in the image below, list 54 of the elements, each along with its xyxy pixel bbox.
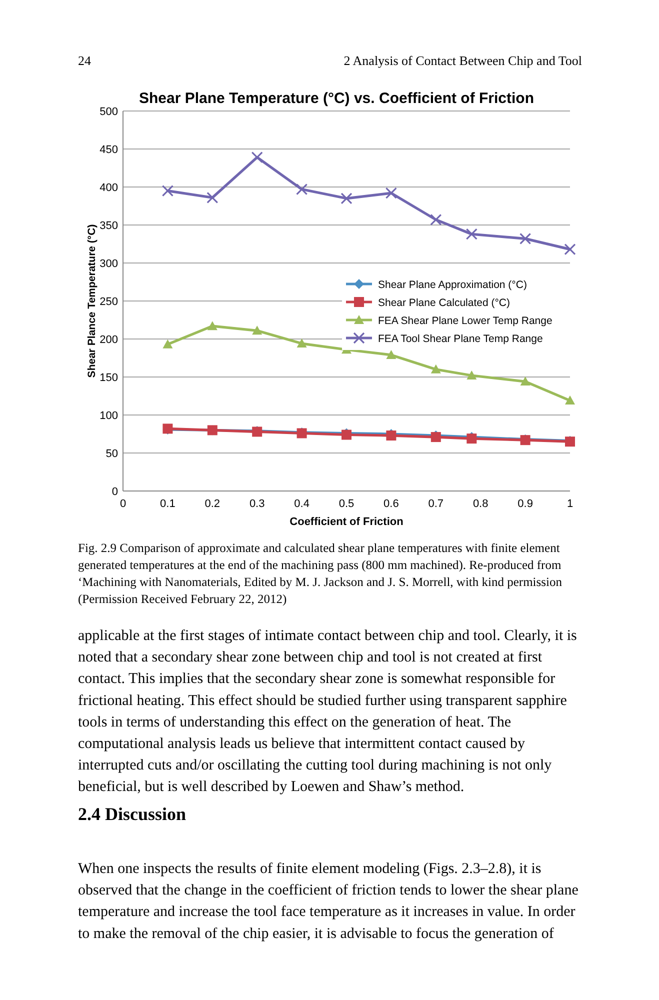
point <box>296 183 308 196</box>
y-tick-label: 250 <box>100 296 118 308</box>
x-tick-label: 0.1 <box>160 498 176 510</box>
text: 2 Analysis of Contact Between Chip and Tool <box>344 53 582 68</box>
x-tick-label: 0.7 <box>428 498 444 510</box>
legend-label: FEA Shear Plane Lower Temp Range <box>378 315 552 327</box>
legend-label: Shear Plane Calculated (°C) <box>378 297 510 309</box>
text: 24 <box>78 53 92 68</box>
point <box>430 364 441 374</box>
x-tick-label: 0.5 <box>338 498 354 510</box>
x-tick-label: 0.9 <box>518 498 533 510</box>
legend-label: FEA Tool Shear Plane Temp Range <box>378 333 543 345</box>
y-tick-label: 100 <box>100 410 118 422</box>
x-tick-label: 0.6 <box>384 498 399 510</box>
chart-title: Shear Plane Temperature (°C) vs. Coefficient of Friction <box>139 90 534 107</box>
text: applicable at the first stages of intimate contact between chip and tool. Clearly, it is noted that a secondary shear zone between chip and tool is not created at first contact. This implies that the secondary shear zone is somewhat responsible for frictional heating. This effect should be studied further using transparent sapphire tools in terms of understanding this effect on the generation of heat. The computational analysis leads us believe that intermittent contact caused by interrupted cuts and/or oscillating the cutting tool during machining is not only beneficial, but is well described by Loewen and Shaw’s method. <box>78 628 578 796</box>
y-tick-label: 150 <box>100 372 118 384</box>
x-tick-label: 1 <box>566 498 574 510</box>
point <box>296 338 307 348</box>
point <box>565 396 575 405</box>
x-axis-title: Coefficient of Friction <box>290 516 404 528</box>
y-tick-label: 350 <box>100 220 118 232</box>
point <box>251 152 263 164</box>
y-tick-label: 500 <box>100 106 118 118</box>
point <box>162 339 173 348</box>
point <box>162 185 174 197</box>
point <box>520 232 532 244</box>
point <box>386 350 396 359</box>
point <box>340 192 352 204</box>
legend-label: Shear Plane Approximation (°C) <box>378 279 527 291</box>
x-tick-label: 0 <box>120 498 126 510</box>
x-tick-label: 0.8 <box>472 498 488 510</box>
point <box>430 214 442 226</box>
y-tick-label: 400 <box>100 182 118 194</box>
point <box>252 326 262 335</box>
x-tick-label: 0.2 <box>204 498 220 510</box>
y-axis-title: Shear Plance Temperature (°C) <box>86 224 98 378</box>
y-tick-label: 300 <box>100 258 118 270</box>
point <box>206 192 218 204</box>
point <box>520 376 530 386</box>
y-tick-label: 200 <box>100 334 118 346</box>
point <box>466 228 478 240</box>
y-tick-label: 50 <box>106 448 118 460</box>
text: 2.4 Discussion <box>78 804 186 824</box>
caption: Fig. 2.9 Comparison of approximate and calculated shear plane temperatures with finite element generated temperatures at the end of the machining pass (800 mm machined). Re-produced from ‘Machining with Nanomaterials, Edited by M. J. Jackson and J. S. Morrell, with kind permission (Permission Received February 22, 2012) <box>78 541 563 606</box>
point <box>564 244 576 256</box>
point <box>466 370 477 380</box>
x-tick-label: 0.3 <box>249 498 265 510</box>
y-tick-label: 0 <box>112 486 118 498</box>
point <box>385 187 397 199</box>
x-tick-label: 0.4 <box>294 498 310 510</box>
text: When one inspects the results of finite element modeling (Figs. 2.3–2.8), it is observed that the change in the coefficient of friction tends to lower the shear plane temperature and increase the tool face temperature as it increases in value. In order to make the removal of the chip easier, it is advisable to focus the generation of <box>78 861 579 942</box>
point <box>207 321 218 330</box>
y-tick-label: 450 <box>100 144 118 156</box>
